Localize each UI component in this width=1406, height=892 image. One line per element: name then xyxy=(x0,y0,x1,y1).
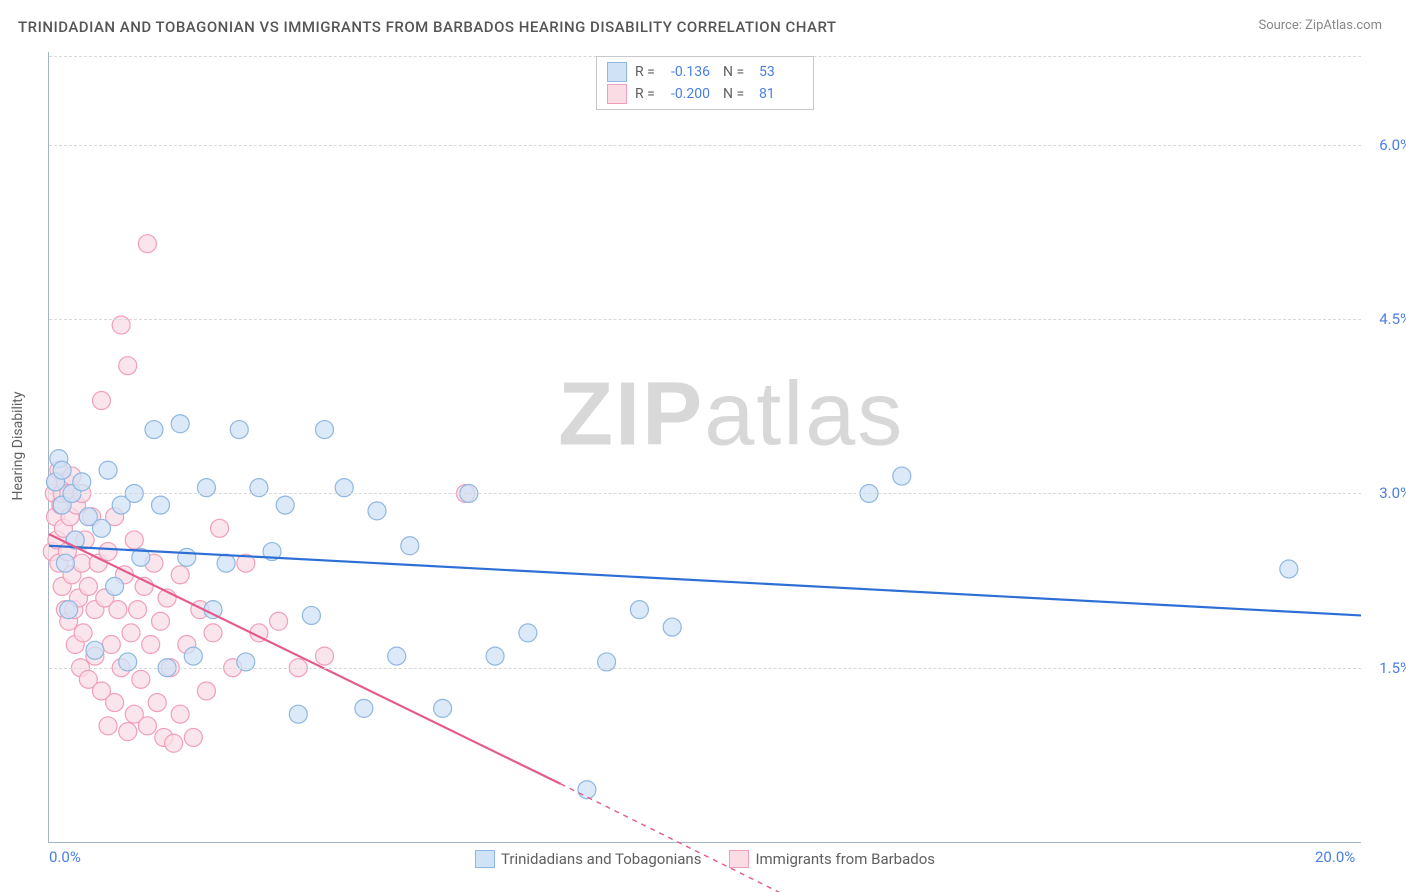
data-point xyxy=(184,728,202,746)
legend-swatch-1 xyxy=(729,850,749,868)
data-point xyxy=(152,496,170,514)
legend-swatch-0 xyxy=(475,850,495,868)
data-point xyxy=(53,461,71,479)
series-legend: Trinidadians and Tobagonians Immigrants … xyxy=(475,850,935,868)
data-point xyxy=(109,601,127,619)
data-point xyxy=(316,647,334,665)
data-point xyxy=(270,612,288,630)
data-point xyxy=(355,699,373,717)
trend-line-extended xyxy=(561,784,889,892)
chart-title: TRINIDADIAN AND TOBAGONIAN VS IMMIGRANTS… xyxy=(18,18,837,36)
data-point xyxy=(99,461,117,479)
data-point xyxy=(79,577,97,595)
data-point xyxy=(73,473,91,491)
data-point xyxy=(519,624,537,642)
data-point xyxy=(388,647,406,665)
data-point xyxy=(165,734,183,752)
x-tick-label: 20.0% xyxy=(1315,848,1355,866)
gridline xyxy=(49,668,1361,669)
data-point xyxy=(119,723,137,741)
data-point xyxy=(145,421,163,439)
legend-item-0: Trinidadians and Tobagonians xyxy=(475,850,701,868)
data-point xyxy=(368,502,386,520)
data-point xyxy=(316,421,334,439)
data-point xyxy=(663,618,681,636)
stats-legend: R = -0.136 N = 53 R = -0.200 N = 81 xyxy=(596,56,814,110)
stat-value-r-0: -0.136 xyxy=(671,61,715,83)
legend-label-1: Immigrants from Barbados xyxy=(755,850,935,868)
data-point xyxy=(132,670,150,688)
data-point xyxy=(302,606,320,624)
stat-label-n: N = xyxy=(723,83,751,105)
data-point xyxy=(73,554,91,572)
legend-swatch-1 xyxy=(607,84,627,104)
data-point xyxy=(289,705,307,723)
data-point xyxy=(204,624,222,642)
data-point xyxy=(74,624,92,642)
trend-line xyxy=(49,546,1361,616)
gridline xyxy=(49,145,1361,146)
x-tick-label: 0.0% xyxy=(49,848,81,866)
data-point xyxy=(178,548,196,566)
stat-value-n-0: 53 xyxy=(759,61,803,83)
data-point xyxy=(102,636,120,654)
legend-item-1: Immigrants from Barbados xyxy=(729,850,935,868)
data-point xyxy=(184,647,202,665)
data-point xyxy=(148,694,166,712)
stat-label-n: N = xyxy=(723,61,751,83)
data-point xyxy=(217,554,235,572)
data-point xyxy=(401,537,419,555)
stat-value-r-1: -0.200 xyxy=(671,83,715,105)
y-tick-label: 1.5% xyxy=(1367,659,1406,677)
data-point xyxy=(138,717,156,735)
gridline xyxy=(49,493,1361,494)
data-point xyxy=(106,694,124,712)
data-point xyxy=(1280,560,1298,578)
data-point xyxy=(106,577,124,595)
y-tick-label: 4.5% xyxy=(1367,310,1406,328)
data-point xyxy=(138,235,156,253)
stats-row-series-0: R = -0.136 N = 53 xyxy=(607,61,803,83)
data-point xyxy=(211,519,229,537)
data-point xyxy=(86,641,104,659)
data-point xyxy=(119,357,137,375)
data-point xyxy=(434,699,452,717)
data-point xyxy=(486,647,504,665)
y-tick-label: 6.0% xyxy=(1367,136,1406,154)
data-point xyxy=(60,601,78,619)
data-point xyxy=(56,554,74,572)
data-point xyxy=(142,636,160,654)
data-point xyxy=(230,421,248,439)
data-point xyxy=(578,781,596,799)
stat-label-r: R = xyxy=(635,61,663,83)
plot-svg xyxy=(49,52,1361,842)
gridline xyxy=(49,319,1361,320)
y-axis-label: Hearing Disability xyxy=(10,392,26,501)
data-point xyxy=(171,566,189,584)
stats-row-series-1: R = -0.200 N = 81 xyxy=(607,83,803,105)
legend-swatch-0 xyxy=(607,62,627,82)
data-point xyxy=(152,612,170,630)
data-point xyxy=(276,496,294,514)
y-tick-label: 3.0% xyxy=(1367,484,1406,502)
data-point xyxy=(99,717,117,735)
data-point xyxy=(99,543,117,561)
data-point xyxy=(171,705,189,723)
chart-area: ZIPatlas R = -0.136 N = 53 R = -0.200 N … xyxy=(48,52,1361,843)
data-point xyxy=(125,531,143,549)
data-point xyxy=(92,392,110,410)
data-point xyxy=(204,601,222,619)
stat-label-r: R = xyxy=(635,83,663,105)
data-point xyxy=(129,601,147,619)
stat-value-n-1: 81 xyxy=(759,83,803,105)
data-point xyxy=(630,601,648,619)
data-point xyxy=(197,682,215,700)
data-point xyxy=(92,519,110,537)
legend-label-0: Trinidadians and Tobagonians xyxy=(501,850,701,868)
data-point xyxy=(122,624,140,642)
source-label: Source: ZipAtlas.com xyxy=(1258,18,1382,33)
data-point xyxy=(893,467,911,485)
data-point xyxy=(171,415,189,433)
